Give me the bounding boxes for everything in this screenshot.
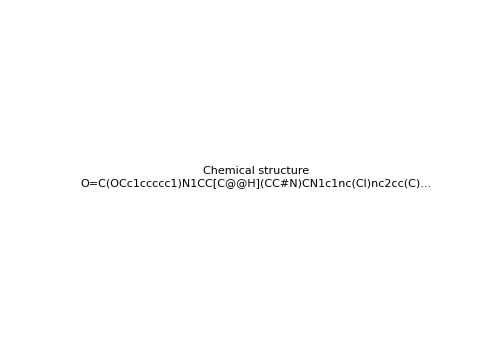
Text: Chemical structure
O=C(OCc1ccccc1)N1CC[C@@H](CC#N)CN1c1nc(Cl)nc2cc(C)...: Chemical structure O=C(OCc1ccccc1)N1CC[C… [80, 166, 432, 188]
